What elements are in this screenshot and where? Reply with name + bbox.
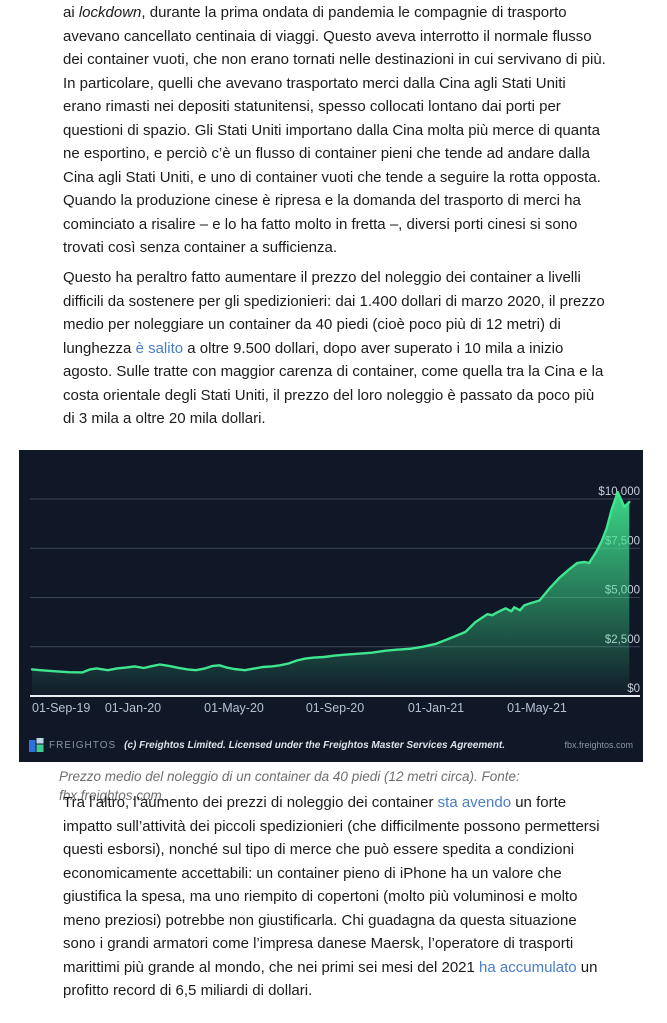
paragraph-1: ai lockdown, durante la prima ondata di … xyxy=(63,1,606,260)
chart-source-url[interactable]: fbx.freightos.com xyxy=(564,740,633,750)
inline-link[interactable]: ha accumulato xyxy=(479,958,577,976)
chart-x-axis-labels: 01-Sep-19 01-Jan-20 01-May-20 01-Sep-20 01-J… xyxy=(32,701,567,715)
x-tick-label: 01-May-21 xyxy=(507,701,567,715)
freightos-logo-icon xyxy=(29,738,44,752)
x-tick-label: 01-Sep-20 xyxy=(306,701,364,715)
freightos-brand: FREIGHTOS xyxy=(49,739,117,751)
y-tick-label: $10,000 xyxy=(598,486,640,498)
chart-footer: FREIGHTOS (c) Freightos Limited. License… xyxy=(19,733,643,757)
price-area xyxy=(32,492,630,696)
x-tick-label: 01-Jan-20 xyxy=(105,701,161,715)
x-tick-label: 01-May-20 xyxy=(204,701,264,715)
y-tick-label: $0 xyxy=(627,683,640,695)
text-run: Questo ha peraltro fatto aumentare il pr… xyxy=(63,269,605,357)
text-run: ai xyxy=(63,4,79,21)
license-text: (c) Freightos Limited. Licensed under th… xyxy=(124,739,505,751)
x-tick-label: 01-Sep-19 xyxy=(32,701,90,715)
text-run: un forte impatto sull’attività dei picco… xyxy=(63,794,600,976)
text-run: un profitto record di 6,5 miliardi di do… xyxy=(63,958,598,1000)
inline-link[interactable]: è salito xyxy=(135,339,184,357)
x-tick-label: 01-Jan-21 xyxy=(408,701,464,715)
paragraph-2: Questo ha peraltro fatto aumentare il pr… xyxy=(63,266,606,431)
text-run: a oltre 9.500 dollari, dopo aver superat… xyxy=(63,339,604,428)
italic-text: lockdown xyxy=(78,4,142,21)
inline-link[interactable]: sta avendo xyxy=(437,794,512,811)
text-run: Tra l’altro, l’aumento dei prezzi di nol… xyxy=(63,794,438,811)
chart-canvas: $10,000$7,500$5,000$2,500$0 01-Sep-1901-… xyxy=(30,486,640,715)
text-run: , durante la prima ondata di pandemia le… xyxy=(63,4,606,256)
chart-caption: Prezzo medio del noleggio di un containe… xyxy=(59,769,520,803)
paragraph-3: Tra l’altro, l’aumento dei prezzi di nol… xyxy=(63,791,606,1003)
price-line xyxy=(30,490,631,674)
fbx-chart: $10,000$7,500$5,000$2,500$0 01-Sep-1901-… xyxy=(19,450,643,762)
